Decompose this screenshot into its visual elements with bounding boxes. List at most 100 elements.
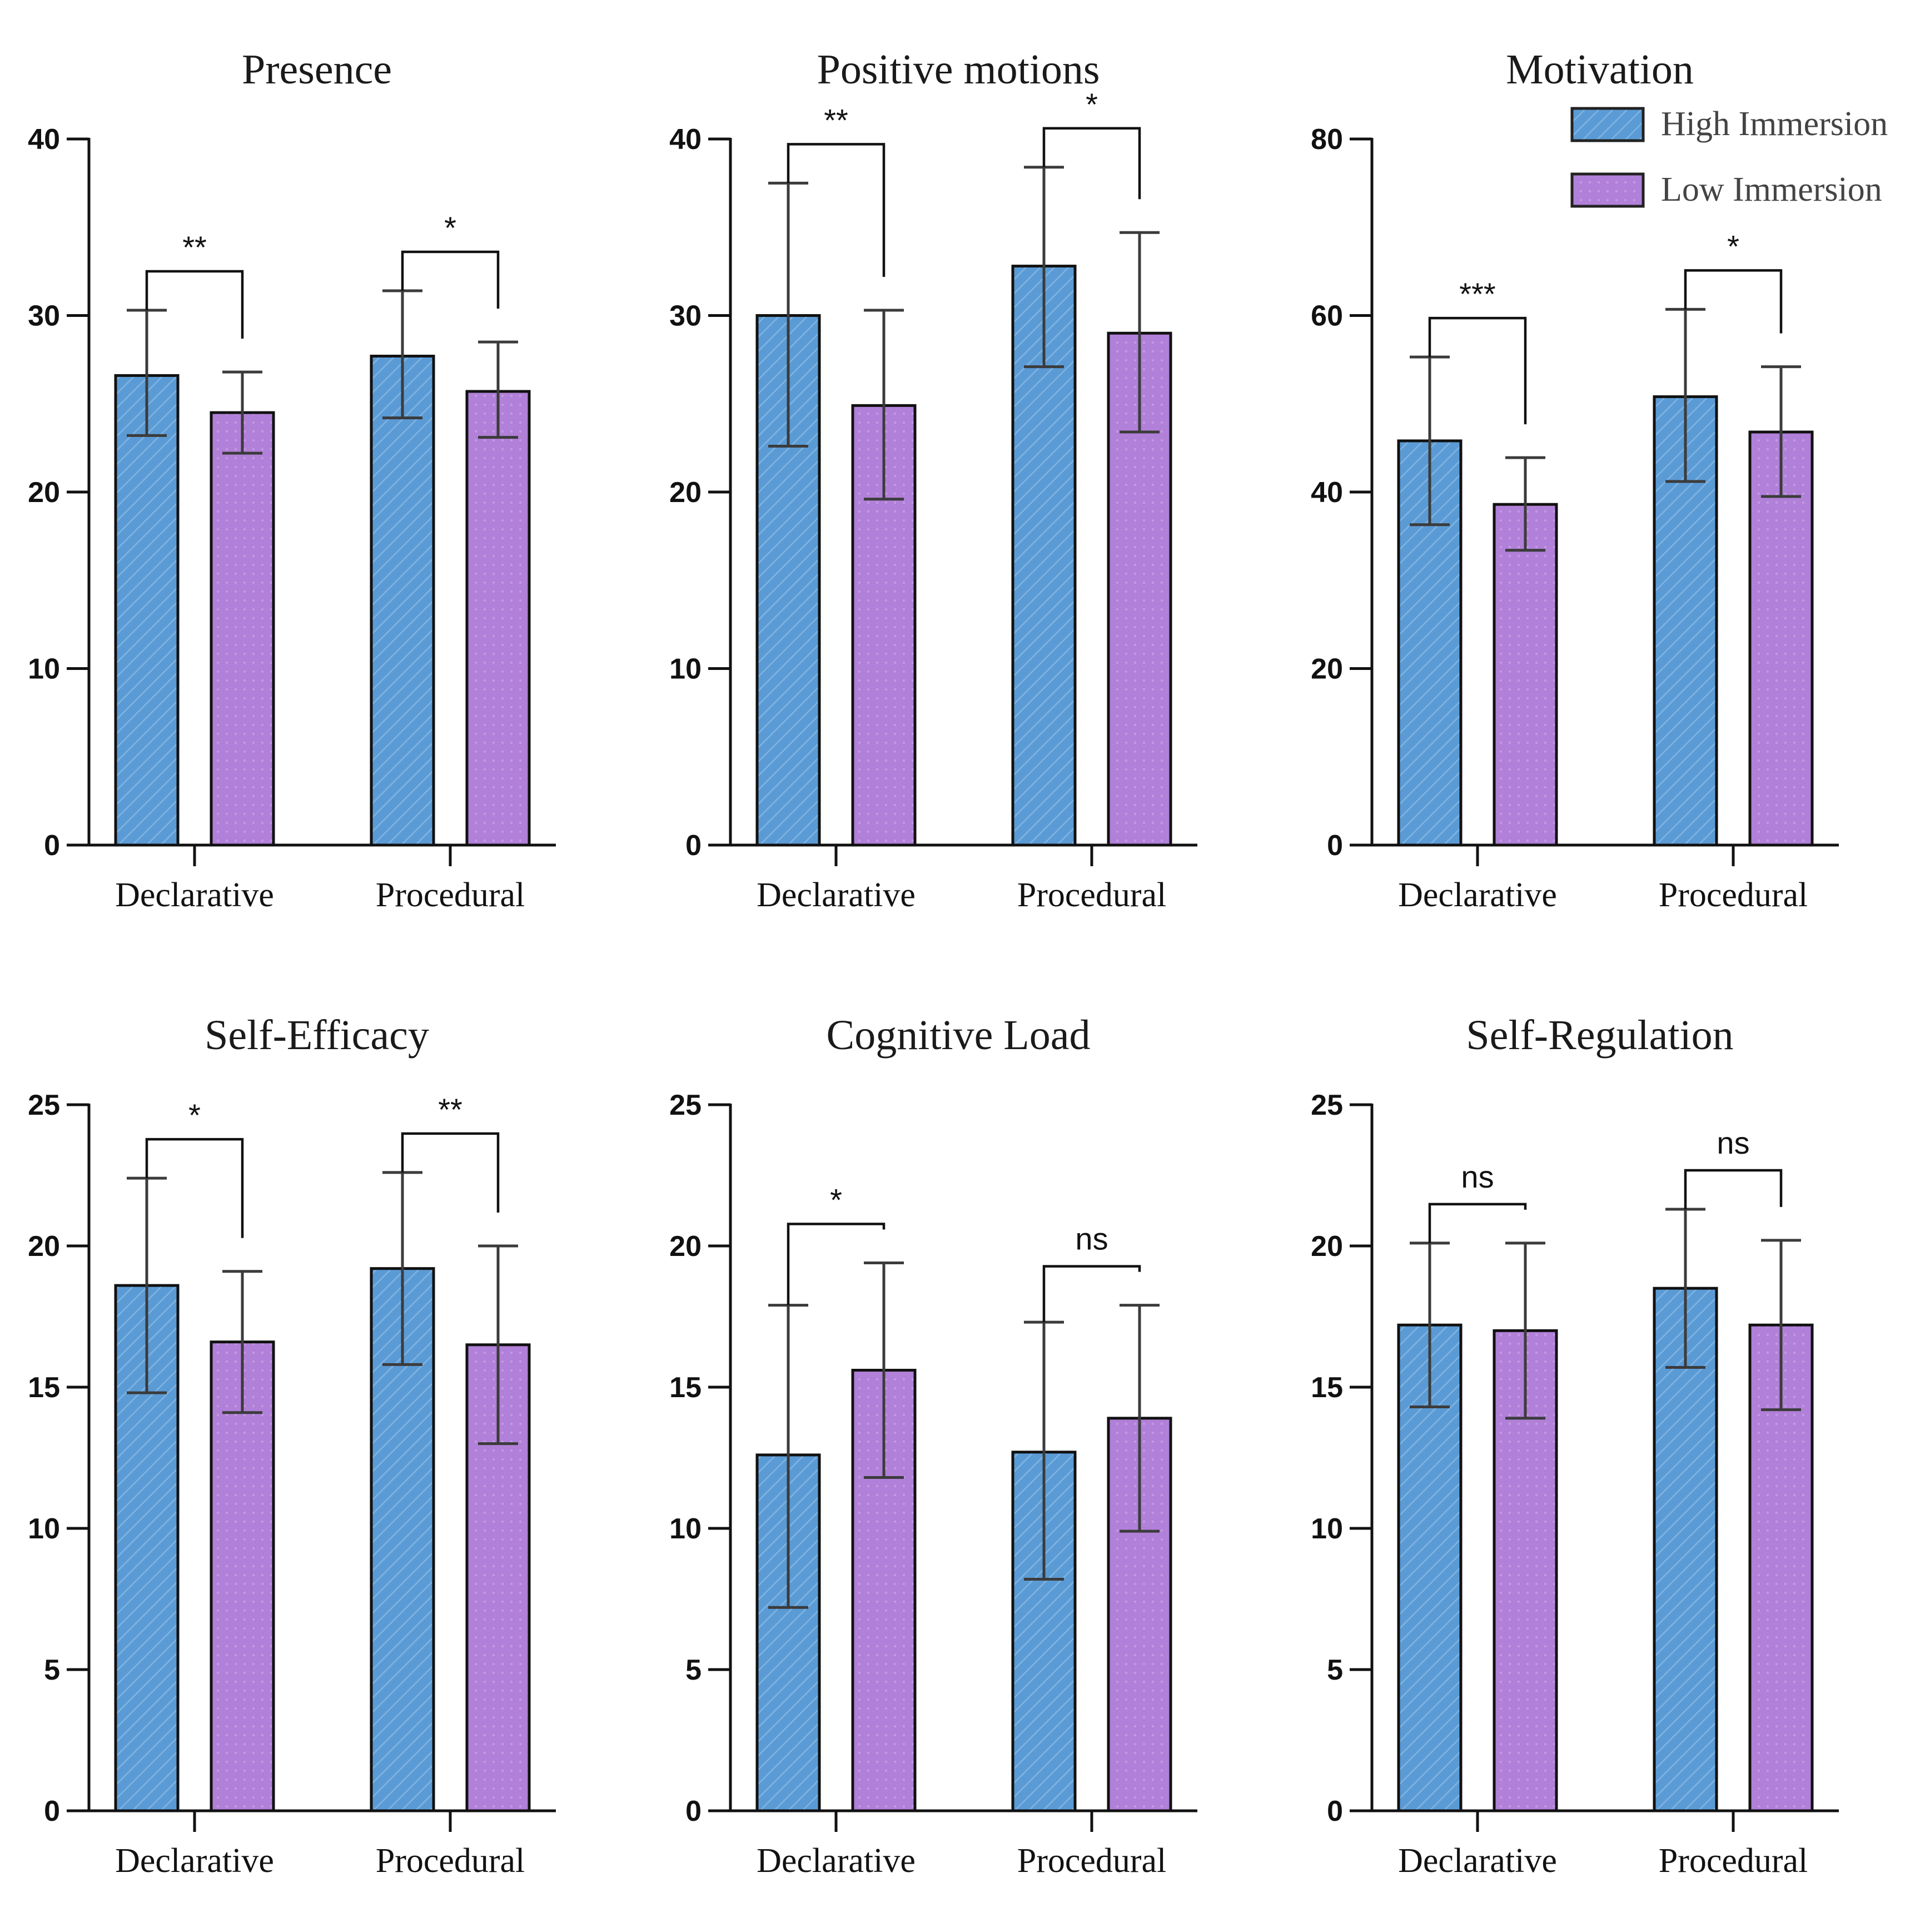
significance-label: ** — [824, 102, 848, 137]
bar-low-immersion-declarative — [1493, 503, 1558, 847]
x-tick-label: Procedural — [1017, 876, 1167, 914]
y-tick-label: 20 — [1311, 1230, 1343, 1263]
y-tick-label: 20 — [669, 476, 702, 509]
significance-bracket — [787, 143, 886, 277]
significance-label: ns — [1461, 1159, 1494, 1194]
y-tick-label: 25 — [1311, 1089, 1343, 1121]
y-tick-label: 20 — [28, 476, 60, 509]
x-tick-label: Procedural — [1017, 1842, 1167, 1880]
y-tick-label: 60 — [1311, 300, 1343, 332]
chart-svg: Motivation 0 20 40 60 80 Declarative *** Procedu… — [1311, 46, 1888, 914]
y-tick-label: 5 — [1327, 1654, 1343, 1686]
significance-label: * — [1086, 87, 1098, 122]
y-tick-label: 40 — [1311, 476, 1343, 509]
y-tick-label: 40 — [669, 123, 702, 156]
chart-cognitive-load: Cognitive Load 0 5 10 15 20 25 Declarative * Proc… — [641, 966, 1283, 1931]
x-tick-label: Declarative — [757, 876, 916, 914]
y-tick-label: 10 — [669, 1513, 702, 1545]
y-tick-label: 80 — [1311, 123, 1343, 156]
chart-svg: Self-Regulation 0 5 10 15 20 25 Declarative ns Pr… — [1311, 1012, 1839, 1880]
y-tick-label: 30 — [28, 300, 60, 332]
x-tick-label: Procedural — [376, 876, 525, 914]
y-tick-label: 20 — [28, 1230, 60, 1263]
bar-low-immersion-procedural — [1107, 331, 1172, 847]
y-tick-label: 10 — [28, 1513, 60, 1545]
chart-svg: Cognitive Load 0 5 10 15 20 25 Declarative * Proc… — [669, 1012, 1197, 1880]
significance-bracket — [1684, 269, 1783, 334]
legend-label: High Immersion — [1661, 105, 1888, 143]
chart-presence: Presence 0 10 20 30 40 Declarative ** Procedural… — [0, 0, 641, 966]
y-tick-label: 0 — [1327, 830, 1343, 862]
x-tick-label: Declarative — [1398, 1842, 1557, 1880]
y-tick-label: 20 — [1311, 653, 1343, 686]
bar-low-immersion-declarative — [210, 411, 275, 847]
chart-self-regulation: Self-Regulation 0 5 10 15 20 25 Declarative ns Pr… — [1283, 966, 1924, 1931]
y-tick-label: 10 — [1311, 1513, 1343, 1545]
x-tick-label: Declarative — [115, 876, 274, 914]
significance-label: *** — [1459, 276, 1495, 311]
legend: High Immersion Low Immersion — [1570, 105, 1888, 208]
significance-bracket — [1042, 127, 1141, 200]
y-tick-label: 5 — [685, 1654, 702, 1686]
significance-bracket — [1428, 1203, 1527, 1243]
significance-bracket — [1428, 316, 1527, 425]
significance-bracket — [401, 250, 500, 309]
legend-swatch-high-immersion — [1570, 107, 1645, 142]
y-tick-label: 0 — [44, 830, 60, 862]
y-tick-label: 15 — [669, 1372, 702, 1404]
significance-label: * — [188, 1097, 201, 1133]
significance-bracket — [1042, 1265, 1141, 1323]
bar-high-immersion-declarative — [114, 374, 180, 847]
y-tick-label: 25 — [669, 1089, 702, 1121]
bar-high-immersion-procedural — [370, 355, 435, 847]
chart-title: Motivation — [1506, 46, 1694, 93]
y-tick-label: 0 — [685, 1795, 702, 1827]
significance-label: ns — [1717, 1125, 1749, 1160]
y-tick-label: 20 — [669, 1230, 702, 1263]
significance-bracket — [787, 1223, 886, 1305]
chart-title: Cognitive Load — [827, 1012, 1091, 1059]
significance-label: ** — [182, 230, 207, 265]
chart-positive-motions: Positive motions 0 10 20 30 40 Declarative ** Pr… — [641, 0, 1283, 966]
x-tick-label: Declarative — [115, 1842, 274, 1880]
chart-svg: Presence 0 10 20 30 40 Declarative ** Procedural… — [28, 46, 556, 914]
chart-title: Self-Efficacy — [205, 1012, 429, 1059]
x-tick-label: Procedural — [376, 1842, 525, 1880]
significance-bracket — [145, 270, 244, 339]
y-tick-label: 0 — [685, 830, 702, 862]
chart-svg: Positive motions 0 10 20 30 40 Declarative ** Pr… — [669, 46, 1197, 914]
chart-motivation: Motivation 0 20 40 60 80 Declarative *** Procedu… — [1283, 0, 1924, 966]
chart-self-efficacy: Self-Efficacy 0 5 10 15 20 25 Declarative * Proce… — [0, 966, 641, 1931]
y-tick-label: 30 — [669, 300, 702, 332]
significance-bracket — [401, 1132, 500, 1213]
y-tick-label: 40 — [28, 123, 60, 156]
y-tick-label: 15 — [1311, 1372, 1343, 1404]
significance-label: * — [1727, 229, 1739, 264]
y-tick-label: 0 — [1327, 1795, 1343, 1827]
y-tick-label: 25 — [28, 1089, 60, 1121]
significance-label: ns — [1075, 1221, 1108, 1256]
chart-title: Positive motions — [817, 46, 1100, 93]
significance-label: ** — [438, 1092, 462, 1127]
y-tick-label: 15 — [28, 1372, 60, 1404]
x-tick-label: Procedural — [1659, 1842, 1808, 1880]
chart-title: Presence — [242, 46, 392, 93]
bar-low-immersion-procedural — [1748, 430, 1814, 847]
significance-label: * — [830, 1182, 842, 1217]
x-tick-label: Procedural — [1659, 876, 1808, 914]
significance-bracket — [1684, 1169, 1783, 1209]
chart-title: Self-Regulation — [1466, 1012, 1733, 1059]
significance-bracket — [145, 1138, 244, 1238]
significance-label: * — [444, 210, 456, 245]
y-tick-label: 0 — [44, 1795, 60, 1827]
y-tick-label: 10 — [28, 653, 60, 686]
y-tick-label: 10 — [669, 653, 702, 686]
x-tick-label: Declarative — [757, 1842, 916, 1880]
y-tick-label: 5 — [44, 1654, 60, 1686]
chart-svg: Self-Efficacy 0 5 10 15 20 25 Declarative * Proce… — [28, 1012, 556, 1880]
x-tick-label: Declarative — [1398, 876, 1557, 914]
bar-high-immersion-procedural — [1653, 1287, 1718, 1812]
bar-low-immersion-procedural — [465, 390, 531, 847]
legend-swatch-low-immersion — [1570, 172, 1645, 208]
